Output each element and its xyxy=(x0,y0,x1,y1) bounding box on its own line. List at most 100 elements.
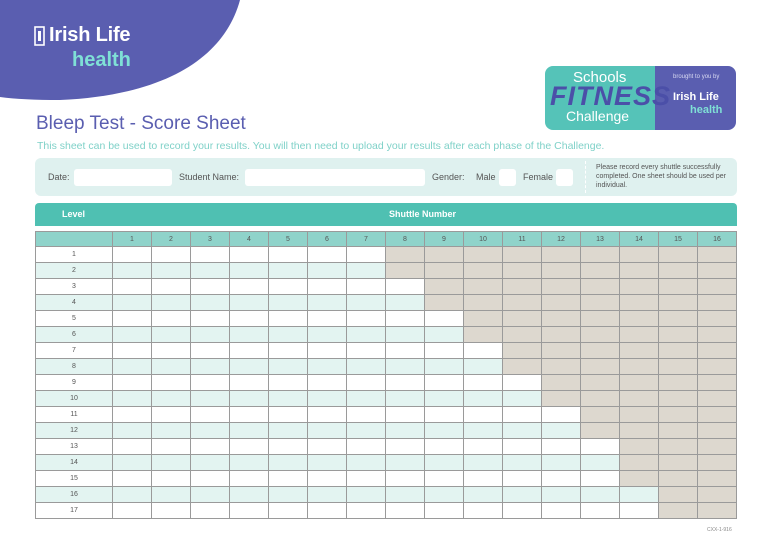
shuttle-cell[interactable] xyxy=(229,486,269,503)
shuttle-cell[interactable] xyxy=(190,438,230,455)
shuttle-cell[interactable] xyxy=(151,310,191,327)
shuttle-cell[interactable] xyxy=(112,358,152,375)
shuttle-cell[interactable] xyxy=(229,454,269,471)
shuttle-cell[interactable] xyxy=(463,374,503,391)
shuttle-cell[interactable] xyxy=(424,486,464,503)
shuttle-cell[interactable] xyxy=(463,454,503,471)
shuttle-cell[interactable] xyxy=(541,486,581,503)
shuttle-cell[interactable] xyxy=(268,294,308,311)
shuttle-cell[interactable] xyxy=(580,486,620,503)
shuttle-cell[interactable] xyxy=(229,262,269,279)
shuttle-cell[interactable] xyxy=(190,422,230,439)
shuttle-cell[interactable] xyxy=(385,438,425,455)
shuttle-cell[interactable] xyxy=(346,246,386,263)
shuttle-cell[interactable] xyxy=(229,422,269,439)
shuttle-cell[interactable] xyxy=(502,454,542,471)
shuttle-cell[interactable] xyxy=(541,454,581,471)
shuttle-cell[interactable] xyxy=(346,502,386,519)
shuttle-cell[interactable] xyxy=(385,342,425,359)
shuttle-cell[interactable] xyxy=(151,374,191,391)
shuttle-cell[interactable] xyxy=(307,262,347,279)
shuttle-cell[interactable] xyxy=(151,262,191,279)
shuttle-cell[interactable] xyxy=(190,358,230,375)
shuttle-cell[interactable] xyxy=(346,342,386,359)
shuttle-cell[interactable] xyxy=(229,342,269,359)
shuttle-cell[interactable] xyxy=(268,374,308,391)
shuttle-cell[interactable] xyxy=(268,262,308,279)
shuttle-cell[interactable] xyxy=(190,454,230,471)
shuttle-cell[interactable] xyxy=(346,262,386,279)
shuttle-cell[interactable] xyxy=(190,470,230,487)
shuttle-cell[interactable] xyxy=(151,406,191,423)
shuttle-cell[interactable] xyxy=(151,342,191,359)
shuttle-cell[interactable] xyxy=(307,358,347,375)
shuttle-cell[interactable] xyxy=(112,310,152,327)
shuttle-cell[interactable] xyxy=(112,470,152,487)
shuttle-cell[interactable] xyxy=(229,310,269,327)
shuttle-cell[interactable] xyxy=(424,390,464,407)
shuttle-cell[interactable] xyxy=(190,406,230,423)
shuttle-cell[interactable] xyxy=(385,422,425,439)
shuttle-cell[interactable] xyxy=(346,486,386,503)
student-name-field[interactable] xyxy=(245,169,425,186)
shuttle-cell[interactable] xyxy=(502,390,542,407)
shuttle-cell[interactable] xyxy=(229,278,269,295)
shuttle-cell[interactable] xyxy=(190,294,230,311)
shuttle-cell[interactable] xyxy=(307,454,347,471)
shuttle-cell[interactable] xyxy=(463,502,503,519)
shuttle-cell[interactable] xyxy=(307,278,347,295)
shuttle-cell[interactable] xyxy=(580,502,620,519)
shuttle-cell[interactable] xyxy=(346,406,386,423)
shuttle-cell[interactable] xyxy=(229,470,269,487)
female-checkbox[interactable] xyxy=(556,169,573,186)
shuttle-cell[interactable] xyxy=(112,454,152,471)
shuttle-cell[interactable] xyxy=(307,406,347,423)
shuttle-cell[interactable] xyxy=(112,294,152,311)
shuttle-cell[interactable] xyxy=(307,326,347,343)
shuttle-cell[interactable] xyxy=(346,310,386,327)
shuttle-cell[interactable] xyxy=(268,502,308,519)
shuttle-cell[interactable] xyxy=(541,438,581,455)
shuttle-cell[interactable] xyxy=(112,326,152,343)
shuttle-cell[interactable] xyxy=(541,406,581,423)
shuttle-cell[interactable] xyxy=(385,486,425,503)
shuttle-cell[interactable] xyxy=(268,326,308,343)
shuttle-cell[interactable] xyxy=(151,294,191,311)
shuttle-cell[interactable] xyxy=(112,406,152,423)
shuttle-cell[interactable] xyxy=(346,278,386,295)
shuttle-cell[interactable] xyxy=(502,486,542,503)
shuttle-cell[interactable] xyxy=(346,422,386,439)
shuttle-cell[interactable] xyxy=(424,438,464,455)
shuttle-cell[interactable] xyxy=(151,326,191,343)
shuttle-cell[interactable] xyxy=(385,310,425,327)
shuttle-cell[interactable] xyxy=(268,246,308,263)
shuttle-cell[interactable] xyxy=(151,454,191,471)
shuttle-cell[interactable] xyxy=(463,486,503,503)
shuttle-cell[interactable] xyxy=(463,358,503,375)
shuttle-cell[interactable] xyxy=(112,438,152,455)
shuttle-cell[interactable] xyxy=(346,294,386,311)
shuttle-cell[interactable] xyxy=(346,374,386,391)
shuttle-cell[interactable] xyxy=(385,294,425,311)
shuttle-cell[interactable] xyxy=(307,422,347,439)
shuttle-cell[interactable] xyxy=(307,246,347,263)
shuttle-cell[interactable] xyxy=(112,278,152,295)
shuttle-cell[interactable] xyxy=(112,502,152,519)
shuttle-cell[interactable] xyxy=(268,454,308,471)
shuttle-cell[interactable] xyxy=(463,422,503,439)
shuttle-cell[interactable] xyxy=(112,262,152,279)
shuttle-cell[interactable] xyxy=(307,502,347,519)
shuttle-cell[interactable] xyxy=(190,262,230,279)
shuttle-cell[interactable] xyxy=(268,342,308,359)
shuttle-cell[interactable] xyxy=(229,358,269,375)
shuttle-cell[interactable] xyxy=(346,358,386,375)
shuttle-cell[interactable] xyxy=(346,390,386,407)
shuttle-cell[interactable] xyxy=(385,326,425,343)
shuttle-cell[interactable] xyxy=(424,310,464,327)
date-field[interactable] xyxy=(74,169,172,186)
shuttle-cell[interactable] xyxy=(268,486,308,503)
shuttle-cell[interactable] xyxy=(190,246,230,263)
male-checkbox[interactable] xyxy=(499,169,516,186)
shuttle-cell[interactable] xyxy=(190,310,230,327)
shuttle-cell[interactable] xyxy=(541,470,581,487)
